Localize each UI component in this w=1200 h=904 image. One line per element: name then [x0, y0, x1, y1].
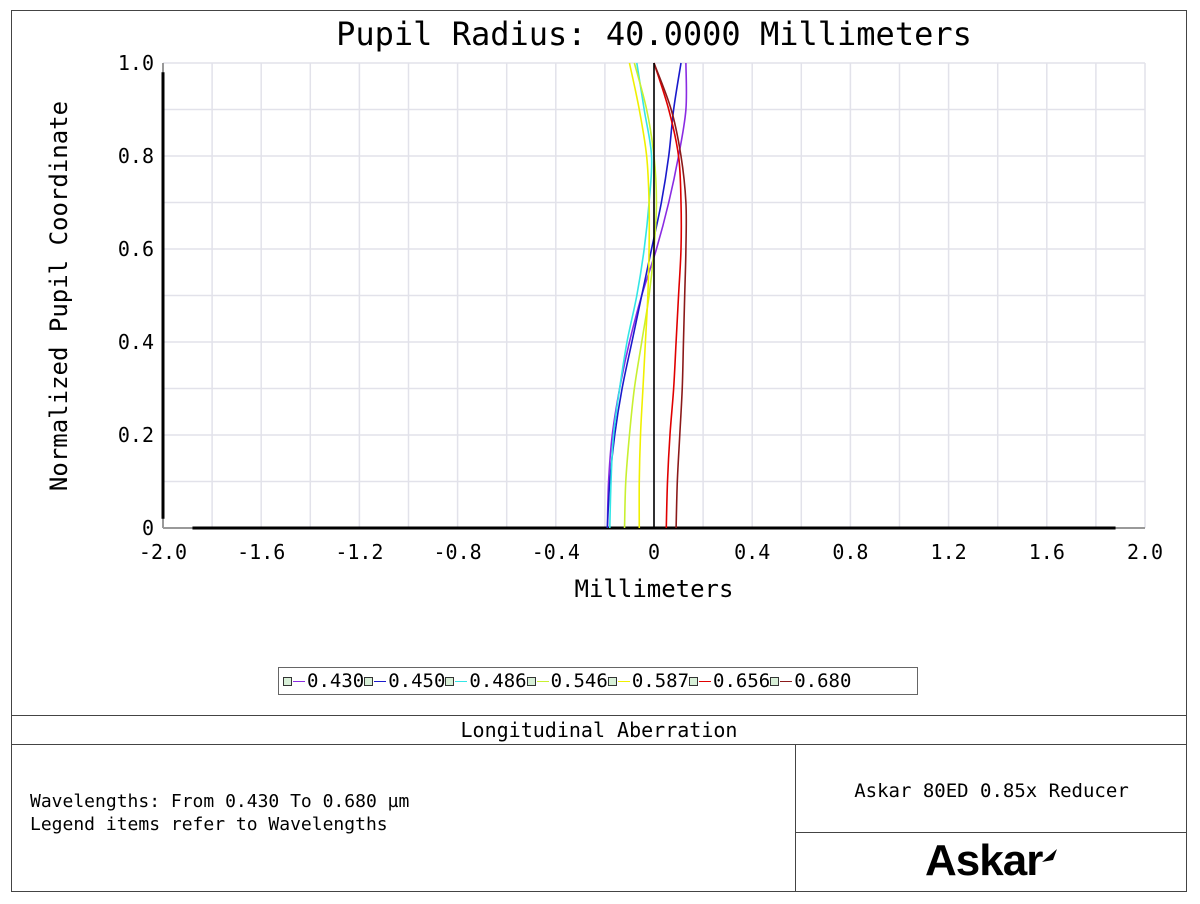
x-tick-label: 1.2 [931, 540, 967, 564]
x-tick-label: -1.6 [237, 540, 285, 564]
legend-item: 0.656 [689, 670, 770, 692]
series-line-0.680 [653, 62, 688, 529]
longitudinal-aberration-plot: -2.0 -1.6 -1.2 -0.8 -0.4 0 0.4 0.8 1.2 1.6 2.0 0 0.2… [45, 15, 1163, 603]
x-tick-label: 1.6 [1029, 540, 1065, 564]
legend-label: 0.486 [469, 670, 527, 692]
system-name: Askar 80ED 0.85x Reducer [854, 780, 1129, 802]
x-tick-label: -0.4 [532, 540, 580, 564]
y-tick-label: 0.8 [118, 144, 154, 168]
legend-marker-icon [364, 676, 374, 686]
x-tick-label: 0 [648, 540, 660, 564]
title-block-divider [795, 745, 796, 892]
legend-item: 0.680 [770, 670, 851, 692]
legend-marker-icon [526, 676, 536, 686]
askar-logo-mark-icon [1042, 849, 1057, 862]
analysis-window-frame [11, 10, 1187, 892]
legend-label: 0.450 [388, 670, 446, 692]
series-line-0.656 [653, 62, 683, 529]
legend-line-swatch [293, 680, 305, 682]
legend-item: 0.546 [526, 670, 608, 692]
title-block-hline [795, 832, 1187, 833]
legend-label: 0.680 [794, 670, 852, 692]
wavelength-range-text: Wavelengths: From 0.430 To 0.680 µm [30, 791, 410, 812]
x-tick-label: -2.0 [139, 540, 187, 564]
wavelength-legend: 0.430 0.450 0.486 0.546 0.587 0.656 0.680 [278, 667, 918, 695]
x-tick-label: -0.8 [434, 540, 482, 564]
x-tick-label: -1.2 [335, 540, 383, 564]
wavelength-info: Wavelengths: From 0.430 To 0.680 µm Lege… [30, 790, 409, 836]
analysis-title: Longitudinal Aberration [11, 715, 1187, 745]
askar-logo: Askar [925, 836, 1043, 885]
legend-marker-icon [445, 676, 455, 686]
legend-line-swatch [374, 680, 387, 682]
x-tick-label: 2.0 [1127, 540, 1163, 564]
series-line-0.486 [609, 62, 653, 529]
y-tick-label: 0.2 [118, 423, 154, 447]
legend-marker-icon [283, 676, 292, 686]
legend-line-swatch [536, 680, 549, 682]
legend-line-swatch [699, 680, 712, 682]
legend-item: 0.430 [283, 670, 364, 692]
legend-note-text: Legend items refer to Wavelengths [30, 814, 388, 835]
legend-label: 0.430 [307, 670, 365, 692]
legend-line-swatch [455, 680, 468, 682]
legend-marker-icon [770, 676, 780, 686]
legend-line-swatch [617, 680, 630, 682]
y-tick-label: 1.0 [118, 51, 154, 75]
chart-title: Pupil Radius: 40.0000 Millimeters [336, 15, 972, 53]
series-line-0.546 [623, 62, 658, 529]
legend-label: 0.546 [550, 670, 608, 692]
legend-marker-icon [607, 676, 617, 686]
legend-item: 0.486 [445, 670, 527, 692]
y-tick-label: 0.4 [118, 330, 154, 354]
y-tick-label: 0 [142, 516, 154, 540]
y-axis-label: Normalized Pupil Coordinate [45, 101, 73, 491]
legend-item: 0.450 [364, 670, 445, 692]
legend-label: 0.656 [713, 670, 771, 692]
x-tick-label: 0.4 [734, 540, 770, 564]
series-line-0.587 [628, 62, 651, 529]
legend-marker-icon [689, 676, 699, 686]
legend-item: 0.587 [607, 670, 690, 692]
y-tick-label: 0.6 [118, 237, 154, 261]
legend-label: 0.587 [631, 670, 690, 692]
legend-line-swatch [780, 680, 793, 682]
x-axis-label: Millimeters [575, 575, 734, 603]
x-tick-label: 0.8 [832, 540, 868, 564]
